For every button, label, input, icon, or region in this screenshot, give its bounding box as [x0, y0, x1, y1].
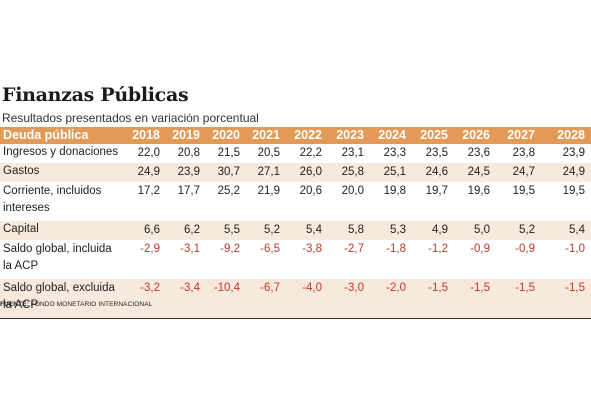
- header-cell: 2024: [370, 127, 412, 144]
- table-cell: -6,7: [246, 279, 286, 319]
- row-label: Corriente, incluidos intereses: [3, 185, 102, 214]
- table-cell: 19,7: [425, 185, 448, 197]
- table-row: Saldo global, excluida la ACP -3,2 -3,4 …: [0, 279, 591, 319]
- table-cell: 5,5: [206, 221, 246, 240]
- table-cell: -4,0: [286, 279, 328, 319]
- table-cell: 24,9: [541, 163, 591, 182]
- table-cell: 23,1: [341, 147, 364, 159]
- table-cell: 22,0: [137, 147, 160, 159]
- table-cell: -10,4: [206, 279, 246, 319]
- table-cell: -6,5: [260, 243, 280, 255]
- table-cell: -9,2: [220, 243, 240, 255]
- table-cell: 5,4: [541, 221, 591, 240]
- table-cell: -0,9: [515, 243, 535, 255]
- table-cell: 24,5: [454, 163, 496, 182]
- table-row: Ingresos y donaciones 22,0 20,8 21,5 20,…: [0, 144, 591, 163]
- table-cell: -3,8: [302, 243, 322, 255]
- header-cell: 2022: [286, 127, 328, 144]
- source-label: FUENTE:: [0, 301, 29, 308]
- table-cell: 5,3: [370, 221, 412, 240]
- table-cell: -1,5: [541, 279, 591, 319]
- header-cell: 2028: [541, 127, 591, 144]
- table-cell: 23,9: [562, 147, 585, 159]
- row-label: Gastos: [0, 163, 128, 182]
- header-cell: Deuda pública: [0, 127, 128, 144]
- subtitle: Resultados presentados en variación porc…: [2, 111, 259, 125]
- table-cell: 5,2: [246, 221, 286, 240]
- table-cell: 23,6: [467, 147, 490, 159]
- table-row: Saldo global, incluida la ACP -2,9 -3,1 …: [0, 240, 591, 279]
- table-cell: -1,5: [496, 279, 541, 319]
- table-cell: -2,0: [370, 279, 412, 319]
- table-cell: 24,7: [496, 163, 541, 182]
- table-cell: 5,4: [286, 221, 328, 240]
- table-cell: -1,0: [565, 243, 585, 255]
- table-cell: 23,5: [425, 147, 448, 159]
- table-cell: -0,9: [470, 243, 490, 255]
- source-note: FUENTE: FONDO MONETARIO INTERNACIONAL: [0, 301, 152, 308]
- row-label: Ingresos y donaciones: [3, 146, 119, 158]
- header-cell: 2021: [246, 127, 286, 144]
- table-cell: -1,8: [386, 243, 406, 255]
- table-cell: 27,1: [246, 163, 286, 182]
- table-cell: -1,5: [454, 279, 496, 319]
- table-cell: 4,9: [412, 221, 454, 240]
- table-row: Corriente, incluidos intereses 17,2 17,7…: [0, 182, 591, 221]
- table-cell: 26,0: [286, 163, 328, 182]
- table-cell: 5,2: [496, 221, 541, 240]
- row-label: Saldo global, incluida la ACP: [3, 243, 112, 272]
- table-cell: -3,0: [328, 279, 370, 319]
- table-cell: 19,5: [562, 185, 585, 197]
- table-cell: 19,8: [383, 185, 406, 197]
- table-cell: 21,5: [217, 147, 240, 159]
- table-cell: 25,8: [328, 163, 370, 182]
- row-label: Capital: [0, 221, 128, 240]
- table-cell: 19,6: [467, 185, 490, 197]
- table-cell: -1,2: [428, 243, 448, 255]
- table-cell: 30,7: [206, 163, 246, 182]
- table-cell: -3,1: [180, 243, 200, 255]
- header-cell: 2019: [166, 127, 206, 144]
- table-cell: 23,9: [166, 163, 206, 182]
- table-cell: 24,6: [412, 163, 454, 182]
- table-cell: 17,7: [177, 185, 200, 197]
- table-cell: 20,6: [299, 185, 322, 197]
- header-cell: 2018: [128, 127, 166, 144]
- public-finance-table: Deuda pública 2018 2019 2020 2021 2022 2…: [0, 127, 591, 319]
- table-cell: 23,3: [383, 147, 406, 159]
- table-cell: 21,9: [257, 185, 280, 197]
- header-cell: 2020: [206, 127, 246, 144]
- page-title: Finanzas Públicas: [2, 84, 189, 106]
- table-cell: -2,7: [344, 243, 364, 255]
- header-cell: 2027: [496, 127, 541, 144]
- table-cell: -3,2: [128, 279, 166, 319]
- table-cell: 23,8: [512, 147, 535, 159]
- source-text: FONDO MONETARIO INTERNACIONAL: [30, 301, 153, 308]
- table-cell: -2,9: [140, 243, 160, 255]
- table-cell: 20,5: [257, 147, 280, 159]
- table-cell: 5,8: [328, 221, 370, 240]
- table-cell: 25,2: [217, 185, 240, 197]
- table-row: Gastos 24,9 23,9 30,7 27,1 26,0 25,8 25,…: [0, 163, 591, 182]
- table-cell: 25,1: [370, 163, 412, 182]
- table-cell: 20,8: [177, 147, 200, 159]
- table-cell: 6,2: [166, 221, 206, 240]
- table-cell: -1,5: [412, 279, 454, 319]
- table-cell: 19,5: [512, 185, 535, 197]
- table-cell: 20,0: [341, 185, 364, 197]
- row-label: Saldo global, excluida la ACP: [0, 279, 128, 319]
- header-cell: 2026: [454, 127, 496, 144]
- table-cell: 24,9: [128, 163, 166, 182]
- header-cell: 2025: [412, 127, 454, 144]
- table-cell: 22,2: [299, 147, 322, 159]
- table-cell: 5,0: [454, 221, 496, 240]
- table-cell: 6,6: [128, 221, 166, 240]
- table-header-row: Deuda pública 2018 2019 2020 2021 2022 2…: [0, 127, 591, 144]
- table-row: Capital 6,6 6,2 5,5 5,2 5,4 5,8 5,3 4,9 …: [0, 221, 591, 240]
- header-cell: 2023: [328, 127, 370, 144]
- table-cell: 17,2: [137, 185, 160, 197]
- table-cell: -3,4: [166, 279, 206, 319]
